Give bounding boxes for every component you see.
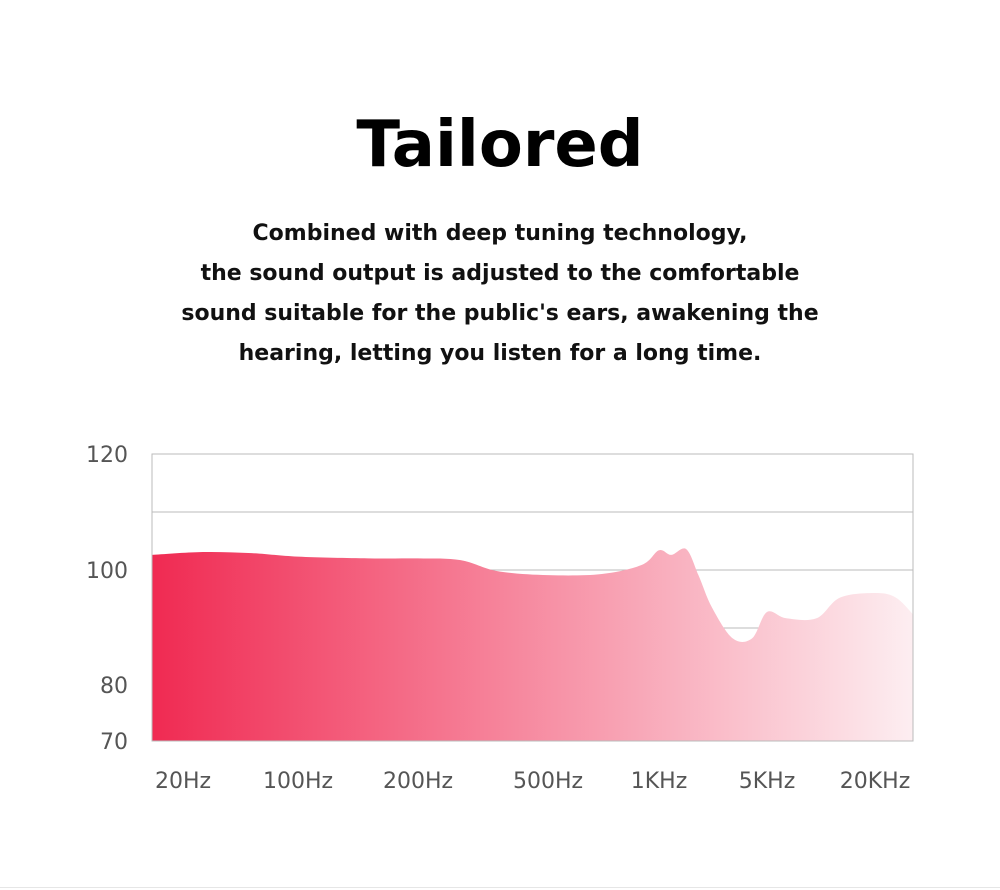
y-tick-label: 120 <box>86 443 128 468</box>
x-tick-label: 500Hz <box>513 769 583 794</box>
x-tick-label: 5KHz <box>739 769 796 794</box>
x-tick-label: 100Hz <box>263 769 333 794</box>
plot-frame <box>151 453 914 742</box>
x-tick-label: 1KHz <box>631 769 688 794</box>
page-title: Tailored <box>356 108 644 182</box>
y-tick-label: 80 <box>100 674 128 699</box>
description-line: Combined with deep tuning technology, <box>252 221 748 246</box>
description: Combined with deep tuning technology, th… <box>0 214 1000 374</box>
description-line: sound suitable for the public's ears, aw… <box>181 301 819 326</box>
frequency-response-chart: 120 100 80 70 20Hz 100Hz 200Hz 500Hz 1KHz 5KHz 20K… <box>86 443 914 794</box>
y-tick-label: 70 <box>100 730 128 755</box>
x-tick-label: 200Hz <box>383 769 453 794</box>
description-line: hearing, letting you listen for a long t… <box>238 341 762 366</box>
y-tick-label: 100 <box>86 559 128 584</box>
divider <box>0 887 1000 888</box>
response-area <box>152 548 913 741</box>
x-tick-label: 20KHz <box>840 769 911 794</box>
description-line: the sound output is adjusted to the comf… <box>200 261 800 286</box>
x-tick-label: 20Hz <box>155 769 211 794</box>
